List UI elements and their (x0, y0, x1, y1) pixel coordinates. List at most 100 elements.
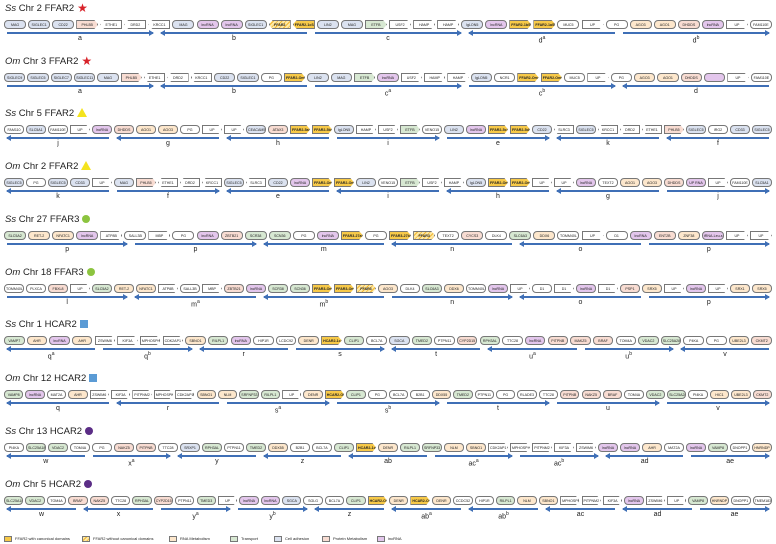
arrow-line (7, 32, 153, 34)
gene-box: MPHOSPH9 (510, 443, 530, 452)
receptor-gene: FFAR2-1cSs (292, 20, 315, 29)
arrow-head (668, 346, 674, 352)
block-arrows: qa qb r s t ua ub v (4, 346, 776, 360)
arrow-head (6, 506, 11, 512)
arrow-head (611, 83, 616, 89)
block-label: h (496, 193, 500, 200)
arrow-line (199, 348, 288, 350)
gene-box: UP (92, 178, 112, 187)
gene-box: CD33 (70, 178, 90, 187)
block-label-sup: b (696, 35, 700, 41)
arrow-head (765, 188, 770, 194)
synteny-block-arrow: ub (584, 346, 674, 360)
gene-box: TOM4A (70, 443, 90, 452)
gene-box: VDAC2 (48, 443, 68, 452)
gene-box: TMED2 (411, 336, 433, 345)
gene-box: NAKZ5 (581, 390, 601, 399)
gene-box: SBNO1 (185, 336, 206, 345)
gene-box: NLM (517, 496, 537, 505)
gene-box: UP (70, 284, 90, 293)
gene-box: HAMP (424, 73, 446, 82)
gene-box: DENR (389, 496, 409, 505)
arrow-head (765, 400, 770, 406)
locus-row: Om Chr 5 HCAR2 SLC25A18 VDAC2 TOM4A BRAF NAKZ… (0, 478, 776, 520)
gene-box: B2B1 (290, 443, 310, 452)
receptor-gene: HCAR2-1c13a (356, 443, 376, 452)
legend-swatch (377, 535, 385, 542)
arrow-line (557, 190, 659, 192)
gene-box: AGO3 (378, 284, 398, 293)
block-label: c (386, 35, 390, 42)
gene-box: MUC5 (564, 73, 586, 82)
synteny-block-arrow: k (6, 188, 109, 201)
locus-title: Ss Chr 13 HCAR2 (5, 425, 94, 438)
synteny-block-arrow: v (679, 346, 770, 359)
block-label-sup: a (388, 88, 392, 94)
gene-box: FAM110 (4, 125, 24, 134)
legend-label: Transport (241, 536, 258, 541)
gene-box: CD22 (532, 125, 552, 134)
gene-box: PI4KA (688, 390, 708, 399)
synteny-block-arrow: ab (348, 453, 427, 466)
arrow-head (198, 346, 204, 352)
square-icon (79, 320, 88, 328)
gene-box: DENR (303, 390, 323, 399)
synteny-block-arrow: sa (227, 400, 330, 415)
synteny-block-arrow: a (7, 83, 154, 96)
receptor-gene: FFAR3-27bSs (389, 231, 412, 240)
gene-box: PITPNM2 (532, 443, 552, 452)
gene-box: AGO1 (620, 178, 640, 187)
locus-row: Om Chr 2 FFAR2 SIGLEC5 PG SIGLEC5 CD33 UP MAG P… (0, 160, 776, 202)
gene-box: PHLB5 (664, 125, 684, 134)
gene-box: SLC5A1 (752, 178, 772, 187)
block-label: ca (384, 88, 392, 98)
gene-box: HIP1R (253, 336, 274, 345)
block-label: t (497, 405, 499, 412)
synteny-block-arrow: j (667, 188, 770, 201)
gene-box: SALL3B (124, 231, 147, 240)
arrow-head (262, 294, 268, 300)
gene-box: MBP (202, 284, 222, 293)
arrow-line (227, 190, 329, 192)
arrow-head (6, 453, 11, 459)
gene-box: HAMP (447, 73, 469, 82)
arrow-head (765, 30, 770, 36)
gene-box: lncRNA (524, 336, 546, 345)
arrow-line (520, 243, 641, 245)
species-label: Ss (5, 214, 17, 225)
gene-box: VAMP8 (4, 390, 24, 399)
synteny-block-arrow: p (7, 241, 129, 254)
gene-box: LCDC92 (275, 336, 297, 345)
gene-box: CLIP1 (343, 336, 365, 345)
gene-box: ETHE1 (158, 178, 178, 187)
arrow-line (7, 402, 109, 404)
arrow-line (7, 296, 128, 298)
gene-box: ETFB (400, 178, 420, 187)
gene-box: HIP1R (474, 496, 494, 505)
gene-box: VAMP8 (688, 496, 708, 505)
gene-box: TMED2 (453, 390, 473, 399)
block-label: yb (269, 511, 276, 521)
receptor-gene: FFAR2-Om2c (488, 178, 508, 187)
legend-label: Protein Metabolism (333, 536, 368, 541)
gene-box: TOMM40L (557, 231, 580, 240)
gene-box: AGO3 (634, 73, 656, 82)
gene-box: lncRNA (598, 443, 618, 452)
gene-box: lncRNA (686, 284, 706, 293)
gene-box: CYP2D15 (153, 496, 174, 505)
block-label: sa (274, 405, 282, 415)
gene-box: PTPN11 (224, 443, 244, 452)
gene-box: SBNO1 (538, 496, 559, 505)
synteny-block-arrow: b (160, 30, 307, 43)
synteny-block-arrow: k (556, 135, 659, 148)
chromosome-label: Chr 27 (16, 214, 50, 225)
arrow-line (103, 348, 192, 350)
arrow-line (447, 190, 549, 192)
gene-box: SRXP1 (180, 443, 200, 452)
species-label: Ss (5, 426, 17, 437)
synteny-block-arrow: y (177, 453, 256, 466)
arrow-line (469, 32, 615, 34)
synteny-block-arrow: t (447, 400, 550, 413)
gene-box: BRAF (592, 336, 614, 345)
